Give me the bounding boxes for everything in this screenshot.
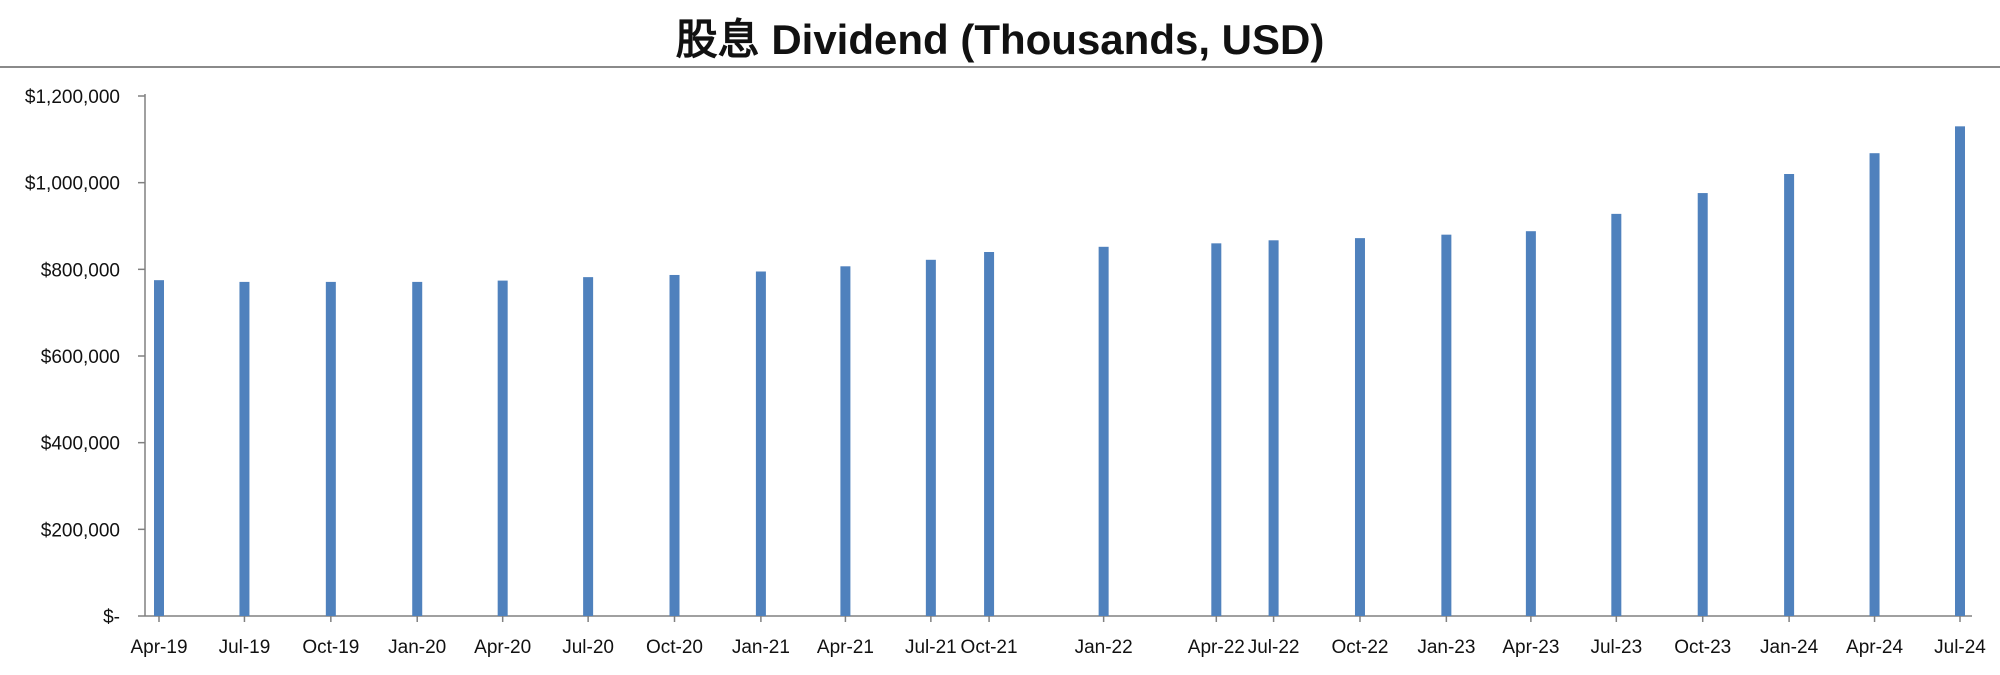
bars (154, 126, 1965, 617)
bar (755, 271, 766, 616)
x-tick-label: Jan-20 (388, 637, 446, 658)
bar (154, 280, 164, 616)
x-tick-label: Apr-23 (1502, 637, 1559, 658)
bar (325, 281, 336, 616)
bar (840, 266, 851, 616)
x-tick-label: Oct-19 (302, 637, 359, 658)
x-tick-label: Apr-19 (130, 637, 187, 658)
x-tick-label: Jul-21 (905, 637, 957, 658)
y-tick-label: $400,000 (41, 434, 120, 455)
x-tick-label: Oct-22 (1331, 637, 1388, 658)
x-tick-label: Oct-23 (1674, 637, 1731, 658)
title-divider (0, 66, 2000, 68)
x-tick-label: Jul-20 (562, 637, 614, 658)
x-tick-label: Jul-22 (1248, 637, 1300, 658)
bar (1098, 246, 1109, 617)
bar (1441, 234, 1452, 616)
x-tick-label: Jul-23 (1590, 637, 1642, 658)
bar (412, 281, 423, 616)
bar (1611, 213, 1622, 616)
y-tick-label: $600,000 (41, 347, 120, 368)
chart-title: 股息 Dividend (Thousands, USD) (675, 16, 1325, 63)
bar (1784, 174, 1795, 616)
bar (1697, 193, 1708, 617)
bar (1268, 240, 1279, 617)
x-tick-label: Jan-23 (1417, 637, 1475, 658)
bar (1354, 238, 1365, 616)
bar (925, 259, 936, 616)
axes (138, 94, 1972, 622)
x-tick-label: Jan-21 (732, 637, 790, 658)
bar (1869, 153, 1880, 616)
bar (239, 281, 250, 616)
x-tick-label: Apr-20 (474, 637, 531, 658)
x-tick-label: Apr-21 (817, 637, 874, 658)
x-tick-label: Apr-22 (1188, 637, 1245, 658)
bar (669, 274, 680, 616)
bar (497, 280, 508, 616)
y-tick-label: $1,000,000 (25, 174, 120, 195)
bar (1955, 126, 1965, 616)
y-tick-label: $200,000 (41, 520, 120, 541)
x-tick-label: Jan-22 (1075, 637, 1133, 658)
bar (1525, 231, 1536, 616)
y-tick-label: $800,000 (41, 260, 120, 281)
y-tick-labels: $- $200,000 $400,000 $600,000 $800,000 $1,000… (25, 87, 120, 628)
bar (984, 252, 995, 616)
x-tick-label: Jul-19 (219, 637, 271, 658)
bar (1211, 243, 1222, 617)
y-tick-label: $- (103, 607, 120, 628)
x-tick-label: Oct-21 (961, 637, 1018, 658)
x-tick-labels: Apr-19 Jul-19 Oct-19 Jan-20 Apr-20 Jul-20 Oct-… (130, 637, 1986, 658)
x-tick-label: Jul-24 (1934, 637, 1986, 658)
bar (583, 277, 594, 616)
x-tick-label: Oct-20 (646, 637, 703, 658)
y-tick-label: $1,200,000 (25, 87, 120, 108)
x-tick-label: Apr-24 (1846, 637, 1903, 658)
x-tick-label: Jan-24 (1760, 637, 1819, 658)
